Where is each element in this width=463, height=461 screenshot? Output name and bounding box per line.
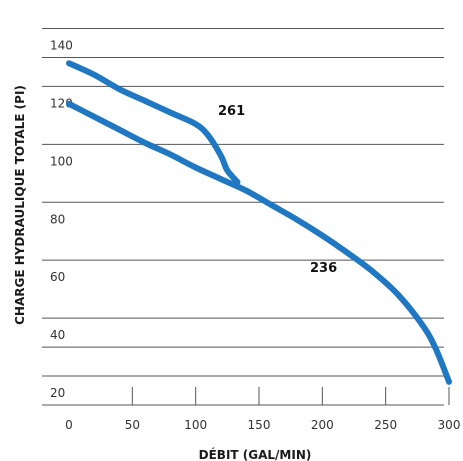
- y-tick-label-100: 100: [50, 154, 73, 168]
- y-tick-label-120: 120: [50, 96, 73, 110]
- series-label-261: 261: [218, 104, 245, 119]
- x-tick-label-0: 0: [65, 418, 73, 432]
- y-tick-labels: 20 40 60 80 100 120 140: [50, 38, 73, 400]
- series-labels: 261 236: [218, 104, 337, 276]
- x-tick-label-100: 100: [184, 418, 207, 432]
- x-tick-label-150: 150: [248, 418, 271, 432]
- series-line-236: [66, 100, 452, 385]
- series-line-261: [66, 60, 241, 185]
- y-tick-label-140: 140: [50, 38, 73, 52]
- y-tick-label-60: 60: [50, 270, 65, 284]
- y-tick-label-20: 20: [50, 386, 65, 400]
- x-tick-labels: 0 50 100 150 200 250 300: [65, 418, 460, 432]
- x-axis-title: DÉBIT (GAL/MIN): [199, 447, 312, 461]
- y-axis-title: CHARGE HYDRAULIQUE TOTALE (PI): [13, 85, 27, 325]
- y-tick-label-80: 80: [50, 212, 65, 226]
- x-axis: [42, 387, 450, 406]
- series-label-236: 236: [310, 261, 337, 276]
- x-tick-label-200: 200: [311, 418, 334, 432]
- y-tick-label-40: 40: [50, 328, 65, 342]
- x-tick-label-50: 50: [125, 418, 140, 432]
- series-lines: [66, 60, 452, 385]
- x-tick-label-300: 300: [438, 418, 461, 432]
- x-tick-label-250: 250: [374, 418, 397, 432]
